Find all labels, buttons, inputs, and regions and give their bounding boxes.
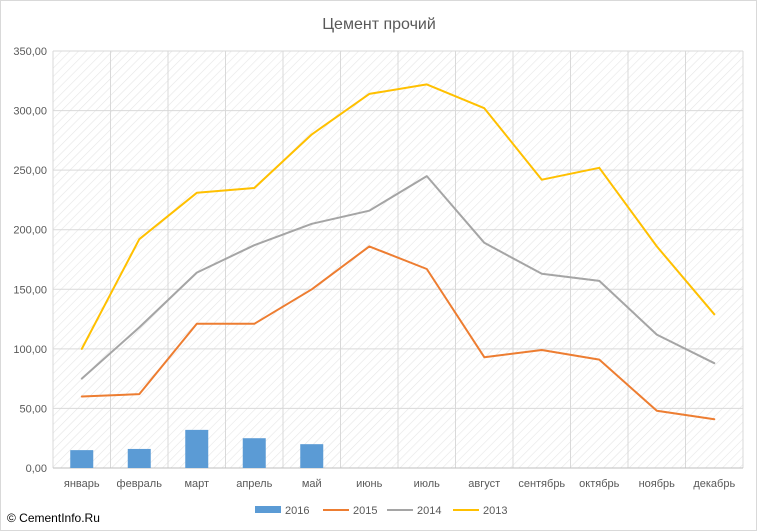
line-series — [80, 83, 716, 421]
gridlines — [52, 50, 744, 469]
x-tick-label: март — [184, 478, 209, 490]
legend: 2016 2015 2014 2013 — [255, 505, 507, 517]
watermark-text: © CementInfo.Ru — [7, 511, 100, 525]
x-tick-label: июнь — [356, 478, 382, 490]
bar-2016-0 — [70, 450, 94, 468]
x-tick-label: май — [302, 478, 322, 490]
x-tick-label: ноябрь — [639, 478, 676, 490]
y-tick-label: 50,00 — [19, 403, 47, 415]
y-axis-ticks: 0,00 50,00 100,00 150,00 200,00 250,00 300,00 3… — [13, 46, 47, 475]
x-axis-ticks: январь февраль март апрель май июнь июль август… — [64, 478, 736, 490]
y-tick-label: 250,00 — [13, 165, 47, 177]
bar-2016-4 — [300, 444, 324, 468]
y-tick-label: 350,00 — [13, 46, 47, 58]
x-tick-label: февраль — [117, 478, 163, 490]
x-tick-label: сентябрь — [518, 478, 565, 490]
x-tick-label: август — [468, 478, 500, 490]
x-tick-label: апрель — [236, 478, 272, 490]
x-tick-label: декабрь — [693, 478, 735, 490]
bar-2016-3 — [242, 438, 266, 468]
line-series-2015 — [80, 245, 716, 421]
y-tick-label: 100,00 — [13, 344, 47, 356]
legend-label-2016: 2016 — [285, 505, 309, 517]
y-tick-label: 300,00 — [13, 106, 47, 118]
legend-label-2013: 2013 — [483, 505, 507, 517]
bar-2016-1 — [127, 448, 151, 468]
legend-label-2015: 2015 — [353, 505, 377, 517]
x-tick-label: январь — [64, 478, 100, 490]
x-tick-label: июль — [414, 478, 441, 490]
y-tick-label: 200,00 — [13, 225, 47, 237]
line-series-2014 — [80, 175, 716, 380]
line-series-2013 — [80, 83, 716, 350]
chart-title: Цемент прочий — [322, 16, 436, 33]
legend-swatch-2016 — [255, 506, 281, 513]
y-tick-label: 150,00 — [13, 284, 47, 296]
y-tick-label: 0,00 — [26, 463, 47, 475]
bar-2016-2 — [185, 429, 209, 468]
bar-series-2016 — [70, 429, 324, 468]
legend-label-2014: 2014 — [417, 505, 441, 517]
x-tick-label: октябрь — [579, 478, 619, 490]
